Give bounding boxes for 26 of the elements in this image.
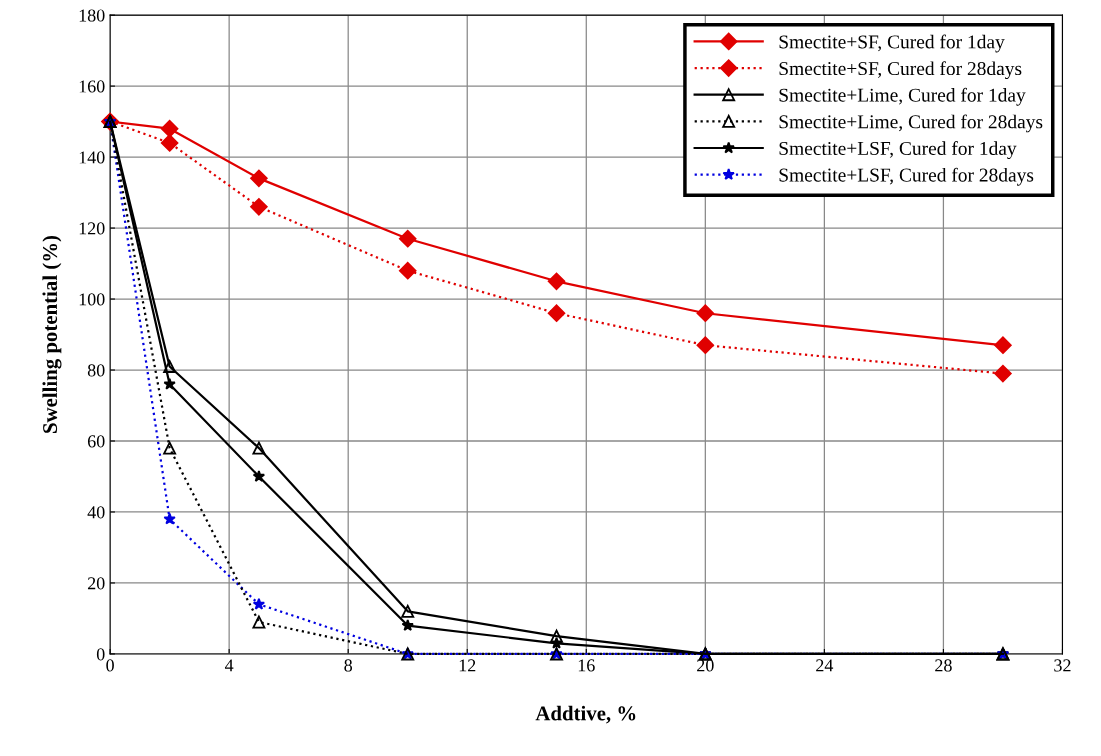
legend-label: Smectite+SF, Cured for 28days bbox=[779, 61, 1022, 80]
x-tick-label: 12 bbox=[459, 659, 476, 672]
legend-label: Smectite+LSF, Cured for 1day bbox=[779, 141, 1017, 159]
legend-label: Smectite+LSF, Cured for 28days bbox=[779, 167, 1034, 186]
y-tick-label: 160 bbox=[79, 80, 105, 93]
y-tick-label: 140 bbox=[79, 151, 105, 164]
x-tick-label: 8 bbox=[344, 659, 353, 672]
legend-label: Smectite+Lime, Cured for 28days bbox=[779, 114, 1043, 133]
x-axis-title: Addtive, % bbox=[535, 705, 636, 724]
x-tick-label: 24 bbox=[816, 659, 834, 672]
y-tick-label: 20 bbox=[87, 577, 105, 590]
y-tick-label: 40 bbox=[87, 506, 105, 519]
x-tick-label: 16 bbox=[578, 659, 595, 672]
y-tick-label: 80 bbox=[87, 364, 105, 377]
y-tick-label: 60 bbox=[87, 435, 105, 448]
y-tick-label: 0 bbox=[96, 648, 105, 661]
x-tick-label: 32 bbox=[1054, 659, 1071, 672]
legend-label: Smectite+SF, Cured for 1day bbox=[779, 34, 1005, 53]
x-tick-label: 4 bbox=[224, 659, 234, 672]
y-tick-label: 100 bbox=[79, 293, 105, 306]
y-tick-label: 120 bbox=[79, 222, 105, 235]
y-axis-title: Swelling potential (%) bbox=[42, 235, 62, 433]
x-tick-label: 28 bbox=[935, 659, 952, 672]
legend-label: Smectite+Lime, Cured for 1day bbox=[779, 87, 1026, 106]
x-tick-label: 0 bbox=[106, 659, 114, 672]
y-tick-label: 180 bbox=[79, 9, 105, 22]
